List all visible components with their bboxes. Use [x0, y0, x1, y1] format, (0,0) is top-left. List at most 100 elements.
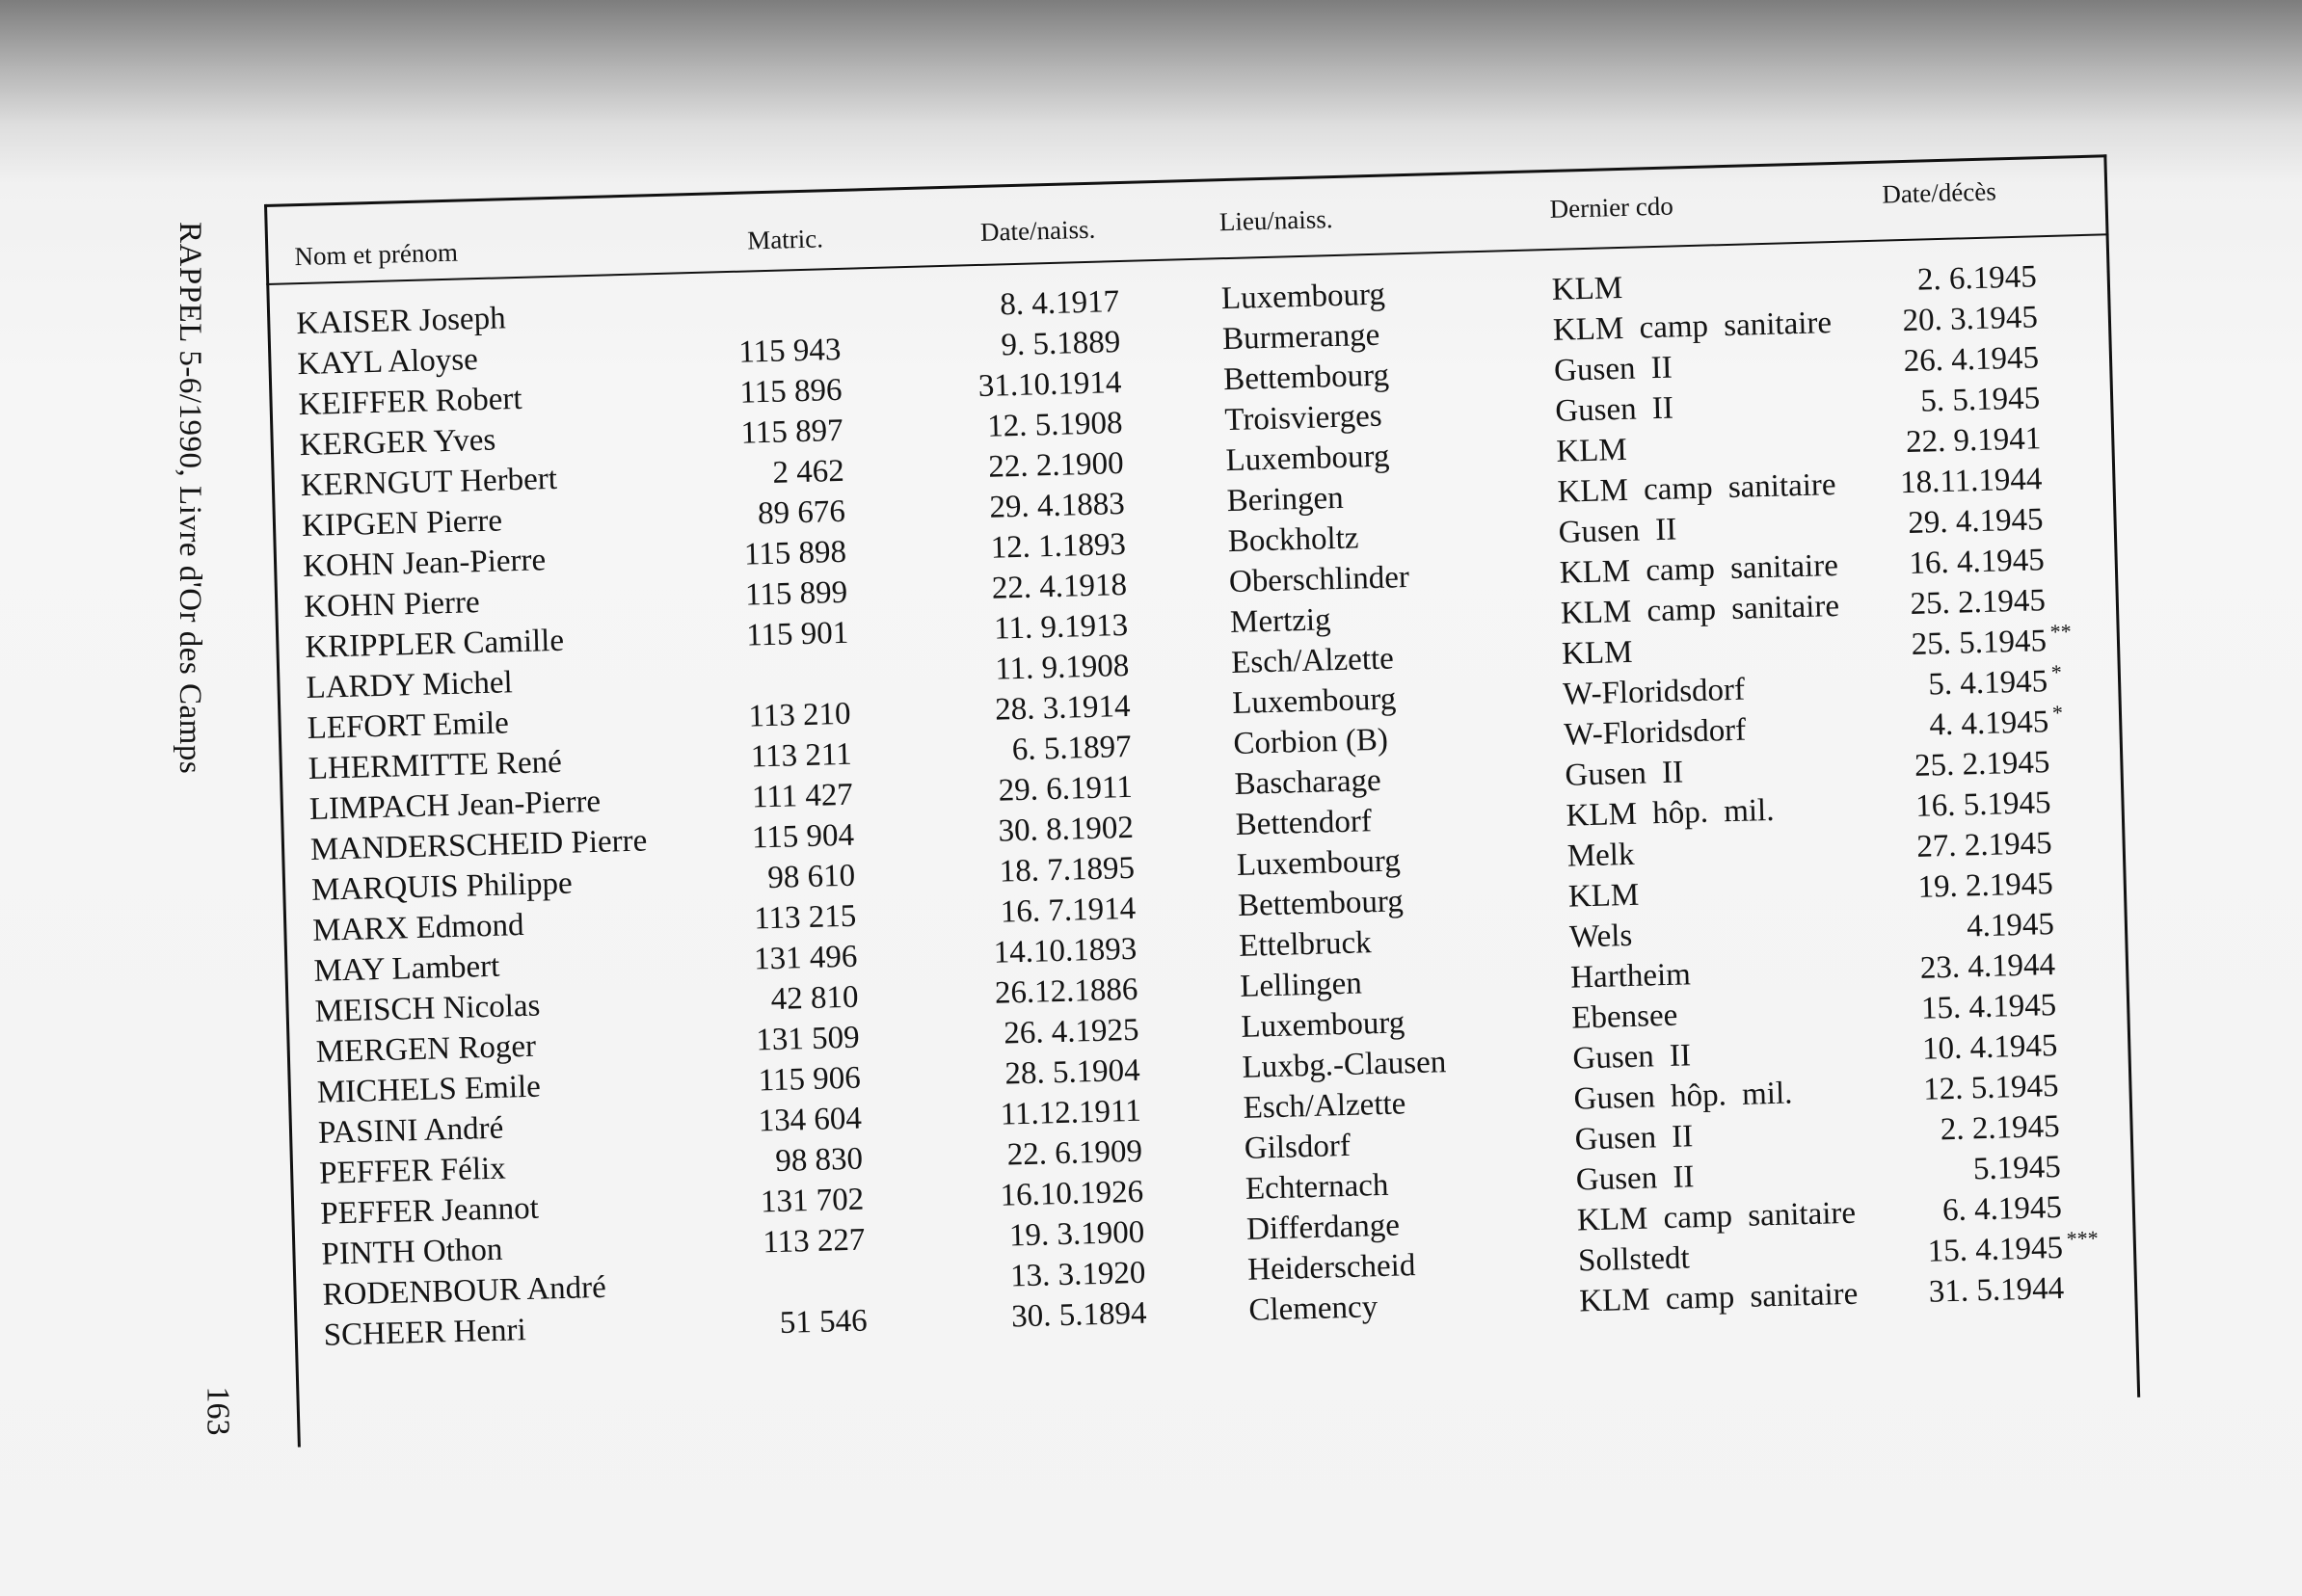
death-date-value: 5. 4.1945 *	[1927, 659, 2063, 703]
cell-birth-date: 11. 9.1908	[994, 648, 1130, 687]
cell-name: MICHELS Emile	[316, 1069, 542, 1110]
cell-name: LIMPACH Jean-Pierre	[308, 784, 602, 827]
cell-name: MARX Edmond	[311, 907, 524, 948]
cell-last-cdo: Melk	[1566, 837, 1635, 874]
deportees-table: Nom et prénom Matric. Date/naiss. Lieu/n…	[264, 154, 2141, 1448]
cell-birth-date: 16. 7.1914	[1000, 891, 1137, 930]
cell-birth-place: Echternach	[1245, 1167, 1389, 1207]
cell-birth-place: Luxembourg	[1236, 843, 1402, 883]
cell-birth-date: 28. 3.1914	[994, 688, 1131, 728]
cell-death-date: 27. 2.1945	[1916, 824, 2052, 866]
cell-matric: 131 509	[755, 1020, 861, 1058]
cell-last-cdo: Gusen II	[1558, 512, 1677, 550]
death-date-value: 10. 4.1945	[1921, 1028, 2058, 1067]
cell-matric: 98 830	[774, 1141, 864, 1180]
cell-birth-date: 11.12.1911	[1000, 1093, 1142, 1132]
cell-birth-place: Luxembourg	[1220, 277, 1386, 317]
cell-death-date: 2. 6.1945	[1916, 257, 2038, 299]
death-date-value: 15. 4.1945 ***	[1927, 1225, 2100, 1269]
death-date-value: 16. 5.1945	[1914, 785, 2051, 824]
cell-name: LEFORT Emile	[307, 705, 510, 746]
cell-birth-date: 19. 3.1900	[1008, 1214, 1145, 1254]
cell-name: KOHN Jean-Pierre	[302, 543, 547, 585]
cell-death-date: 26. 4.1945	[1903, 338, 2039, 381]
footnote-marker: ***	[2066, 1225, 2100, 1251]
cell-birth-place: Luxbg.-Clausen	[1242, 1045, 1447, 1085]
cell-last-cdo: KLM	[1555, 432, 1628, 469]
cell-birth-place: Clemency	[1247, 1290, 1379, 1328]
death-date-value: 16. 4.1945	[1908, 543, 2046, 581]
cell-matric: 134 604	[758, 1101, 863, 1139]
cell-birth-place: Oberschlinder	[1228, 560, 1410, 600]
cell-birth-date: 28. 5.1904	[1004, 1052, 1141, 1092]
cell-name: KAYL Aloyse	[297, 342, 479, 383]
cell-last-cdo: Gusen II	[1554, 390, 1674, 429]
cell-matric: 115 901	[745, 615, 849, 653]
header-birth-date: Date/naiss.	[979, 214, 1096, 247]
cell-birth-place: Beringen	[1226, 480, 1345, 519]
cell-death-date: 25. 2.1945	[1910, 581, 2046, 624]
cell-matric: 42 810	[770, 979, 859, 1018]
death-date-value: 2. 2.1945	[1940, 1108, 2061, 1148]
cell-birth-place: Luxembourg	[1231, 681, 1397, 722]
cell-last-cdo: Gusen hôp. mil.	[1573, 1076, 1793, 1117]
cell-birth-date: 11. 9.1913	[993, 607, 1129, 647]
footnote-marker: **	[2049, 619, 2073, 645]
cell-birth-date: 31.10.1914	[977, 365, 1122, 405]
cell-last-cdo: KLM camp sanitaire	[1560, 588, 1840, 631]
cell-last-cdo: Gusen II	[1575, 1159, 1695, 1198]
cell-last-cdo: KLM camp sanitaire	[1559, 547, 1839, 591]
cell-name: KERGER Yves	[299, 422, 496, 464]
cell-last-cdo: KLM camp sanitaire	[1578, 1276, 1859, 1319]
cell-death-date: 25. 2.1945	[1914, 743, 2050, 785]
cell-name: RODENBOUR André	[322, 1269, 607, 1313]
cell-death-date: 25. 5.1945 **	[1911, 619, 2073, 664]
death-date-value: 2. 6.1945	[1916, 259, 2038, 298]
cell-matric: 2 462	[771, 453, 845, 491]
cell-name: KOHN Pierre	[303, 585, 481, 625]
cell-last-cdo: W-Floridsdorf	[1562, 672, 1746, 712]
cell-matric: 115 899	[744, 574, 848, 613]
header-birth-place: Lieu/naiss.	[1218, 204, 1333, 237]
cell-last-cdo: Wels	[1568, 918, 1633, 955]
cell-birth-date: 12. 5.1908	[986, 406, 1123, 444]
cell-birth-date: 29. 4.1883	[989, 486, 1126, 525]
cell-name: SCHEER Henri	[323, 1313, 527, 1353]
cell-death-date: 20. 3.1945	[1902, 298, 2038, 340]
cell-death-date: 15. 4.1945	[1920, 986, 2056, 1028]
cell-matric: 115 943	[737, 332, 842, 370]
cell-death-date: 16. 4.1945	[1909, 541, 2045, 583]
cell-death-date: 22. 9.1941	[1906, 419, 2042, 462]
cell-birth-place: Ettelbruck	[1238, 925, 1373, 964]
cell-death-date: 5.1945	[1972, 1148, 2061, 1188]
cell-birth-date: 9. 5.1889	[1001, 325, 1121, 363]
cell-death-date: 12. 5.1945	[1923, 1067, 2059, 1109]
cell-death-date: 19. 2.1945	[1917, 864, 2053, 907]
death-date-value: 19. 2.1945	[1917, 866, 2054, 905]
cell-matric: 89 676	[757, 493, 846, 532]
cell-name: PASINI André	[317, 1110, 504, 1151]
cell-last-cdo: Gusen II	[1574, 1119, 1694, 1157]
cell-matric: 113 215	[753, 898, 857, 937]
cell-last-cdo: KLM camp sanitaire	[1552, 306, 1833, 348]
cell-death-date: 4.1945	[1967, 905, 2055, 945]
cell-birth-date: 14.10.1893	[993, 931, 1138, 971]
cell-last-cdo: Gusen II	[1565, 755, 1684, 793]
cell-birth-date: 16.10.1926	[1000, 1174, 1144, 1213]
death-date-value: 26. 4.1945	[1903, 340, 2040, 380]
cell-death-date: 5. 4.1945 *	[1927, 659, 2063, 704]
cell-death-date: 31. 5.1944	[1928, 1269, 2064, 1312]
cell-matric: 113 211	[750, 736, 853, 775]
cell-birth-place: Luxembourg	[1225, 439, 1390, 479]
death-date-value: 25. 5.1945 **	[1911, 619, 2073, 662]
cell-name: LARDY Michel	[306, 665, 514, 705]
death-date-value: 18.11.1944	[1899, 462, 2043, 501]
cell-birth-place: Heiderscheid	[1246, 1248, 1416, 1288]
cell-death-date: 18.11.1944	[1900, 460, 2043, 502]
cell-matric: 113 227	[762, 1222, 866, 1261]
cell-birth-place: Bascharage	[1234, 762, 1382, 802]
death-date-value: 12. 5.1945	[1922, 1068, 2059, 1107]
cell-birth-place: Esch/Alzette	[1243, 1086, 1406, 1126]
footnote-marker: *	[2050, 659, 2063, 685]
cell-birth-date: 26. 4.1925	[1003, 1012, 1139, 1051]
